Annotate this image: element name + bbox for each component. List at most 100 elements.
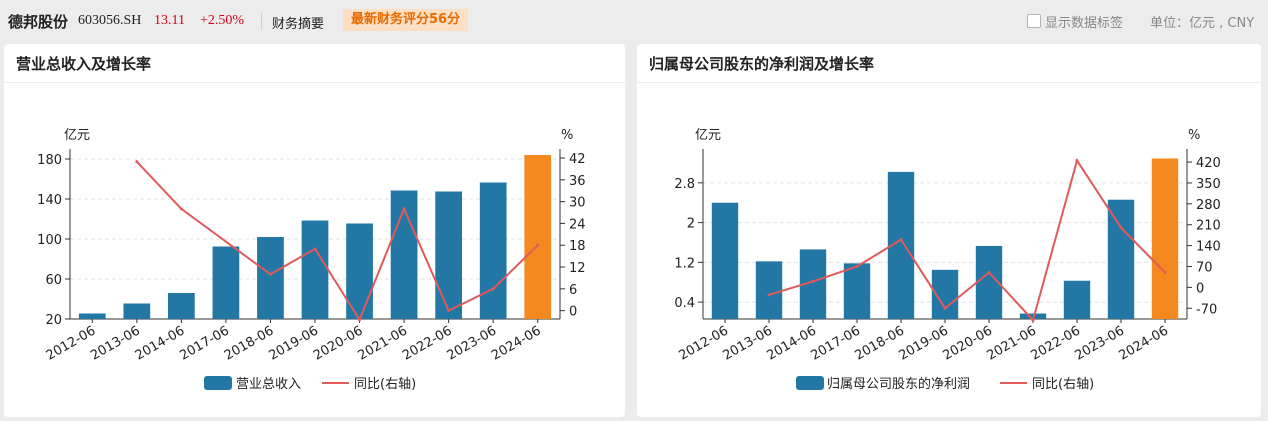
chart-title: 归属母公司股东的净利润及增长率 (649, 55, 875, 73)
bar (123, 303, 151, 319)
left-tick-label: 1.2 (674, 256, 695, 271)
left-axis-unit: 亿元 (695, 128, 721, 143)
growth-point (987, 270, 991, 274)
x-tick-label: 2020-06 (940, 323, 995, 363)
x-tick-label: 2014-06 (764, 323, 819, 363)
right-tick-label: -70 (1196, 302, 1217, 317)
net-profit-chart: 亿元 % 0.4 1.2 2 2.8 -70 0 70 140 210 280 350 420 2012-0… (674, 128, 1221, 392)
growth-point (447, 309, 451, 313)
growth-line (136, 160, 539, 322)
show-data-labels-label[interactable]: 显示数据标签 (1045, 16, 1124, 31)
stock-price: 13.11 (154, 13, 185, 28)
legend-bar-label: 归属母公司股东的净利润 (827, 376, 970, 392)
left-tick-label: 180 (37, 153, 62, 168)
bar (212, 246, 240, 319)
bar (1107, 199, 1135, 319)
bar (524, 155, 552, 319)
x-tick-label: 2018-06 (852, 323, 907, 363)
x-tick-label: 2014-06 (133, 323, 188, 363)
growth-point (1031, 318, 1035, 322)
x-tick-label: 2022-06 (1028, 323, 1083, 363)
bar (390, 190, 418, 319)
right-tick-label: 280 (1196, 198, 1221, 213)
x-tick-label: 2017-06 (808, 323, 863, 363)
x-tick-label: 2012-06 (676, 323, 731, 363)
right-tick-label: 210 (1196, 219, 1221, 234)
financial-summary-label: 财务摘要 (272, 17, 325, 32)
growth-point (358, 318, 362, 322)
right-tick-label: 36 (569, 174, 586, 189)
bar (479, 182, 507, 319)
left-tick-label: 100 (37, 233, 62, 248)
bar (755, 261, 783, 319)
legend-bar-swatch (204, 376, 232, 390)
x-tick-label: 2022-06 (400, 323, 455, 363)
left-tick-label: 20 (45, 313, 62, 328)
stock-name: 德邦股份 (8, 13, 69, 31)
right-tick-label: 0 (1196, 281, 1204, 296)
growth-point (179, 207, 183, 211)
growth-point (855, 264, 859, 268)
top-bar: 德邦股份 603056.SH 13.11 +2.50% 财务摘要 最新财务评分5… (0, 0, 1268, 40)
right-tick-label: 30 (569, 196, 586, 211)
x-tick-label: 2021-06 (356, 323, 411, 363)
left-tick-label: 60 (45, 273, 62, 288)
stock-code: 603056.SH (78, 13, 142, 28)
growth-point (1119, 226, 1123, 230)
bar (1019, 313, 1047, 319)
show-data-labels-checkbox[interactable] (1027, 14, 1041, 28)
right-tick-label: 0 (569, 305, 577, 320)
financial-score-badge[interactable]: 最新财务评分56分 (343, 9, 469, 31)
growth-point (811, 279, 815, 283)
right-tick-label: 24 (569, 217, 586, 232)
growth-point (402, 207, 406, 211)
x-tick-label: 2013-06 (720, 323, 775, 363)
x-tick-label: 2023-06 (445, 323, 500, 363)
net-profit-chart-panel: 归属母公司股东的净利润及增长率 亿元% 0.4 1.2 2 2.8 -70 0 70 140 21… (637, 44, 1261, 417)
growth-point (313, 247, 317, 251)
right-tick-label: 140 (1196, 240, 1221, 255)
growth-point (1075, 159, 1079, 163)
x-tick-label: 2019-06 (266, 323, 321, 363)
revenue-chart-panel: 营业总收入及增长率 亿元% 20 60 100 140 180 0 6 12 18 24 30 36 42… (4, 44, 625, 417)
x-tick-label: 2013-06 (88, 323, 143, 363)
x-tick-label: 2021-06 (984, 323, 1039, 363)
growth-point (268, 272, 272, 276)
x-tick-label: 2024-06 (489, 323, 544, 363)
growth-point (943, 306, 947, 310)
right-tick-label: 70 (1196, 260, 1213, 275)
left-tick-label: 2.8 (674, 177, 695, 192)
left-tick-label: 2 (687, 217, 695, 232)
bar (435, 191, 462, 319)
growth-point (899, 238, 903, 242)
x-tick-label: 2023-06 (1072, 323, 1127, 363)
x-tick-label: 2017-06 (177, 323, 232, 363)
legend-line-label: 同比(右轴) (1032, 377, 1094, 392)
growth-point (135, 160, 139, 164)
chart-title: 营业总收入及增长率 (16, 55, 152, 73)
bar (1151, 158, 1179, 319)
panel-divider (637, 82, 1261, 83)
bar (257, 237, 284, 319)
bar (168, 293, 195, 319)
growth-point (491, 287, 495, 291)
stock-change: +2.50% (200, 13, 245, 28)
right-tick-label: 420 (1196, 156, 1221, 171)
right-tick-label: 350 (1196, 177, 1221, 192)
right-tick-label: 18 (569, 239, 586, 254)
bar (711, 202, 739, 319)
bar (78, 313, 106, 319)
right-tick-label: 6 (569, 283, 577, 298)
right-axis-unit: % (1188, 128, 1200, 143)
x-tick-label: 2018-06 (222, 323, 277, 363)
left-axis-unit: 亿元 (64, 128, 90, 143)
revenue-chart: 亿元 %2060100140180061218243036422012-06201… (37, 128, 586, 392)
divider (261, 12, 262, 30)
bar (346, 223, 373, 319)
unit-label: 单位：亿元 , CNY (1150, 16, 1255, 31)
legend-bar-label: 营业总收入 (236, 377, 301, 392)
legend-bar-swatch (796, 376, 824, 390)
right-tick-label: 12 (569, 261, 586, 276)
growth-point (767, 293, 771, 297)
bar (301, 220, 329, 319)
